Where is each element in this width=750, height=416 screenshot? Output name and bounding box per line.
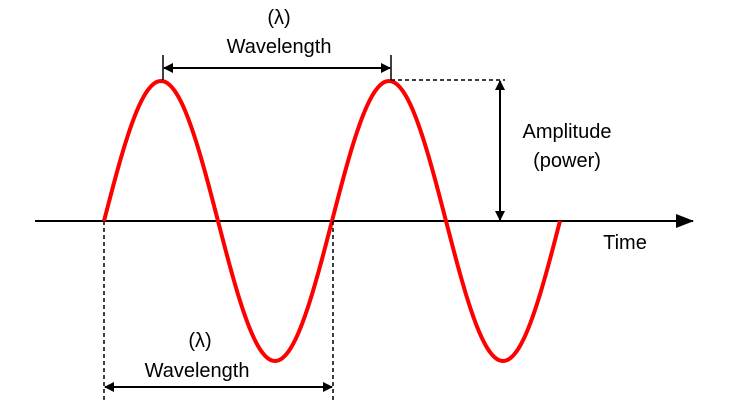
top-wavelength-label: Wavelength xyxy=(227,36,332,58)
sine-wave xyxy=(102,78,562,364)
bottom-lambda-label: (λ) xyxy=(188,330,211,352)
top-lambda-label: (λ) xyxy=(267,7,290,29)
amplitude-sub-label: (power) xyxy=(533,150,601,172)
time-axis-label: Time xyxy=(603,232,647,254)
bottom-wavelength-label: Wavelength xyxy=(145,360,250,382)
amplitude-label: Amplitude xyxy=(523,121,612,143)
